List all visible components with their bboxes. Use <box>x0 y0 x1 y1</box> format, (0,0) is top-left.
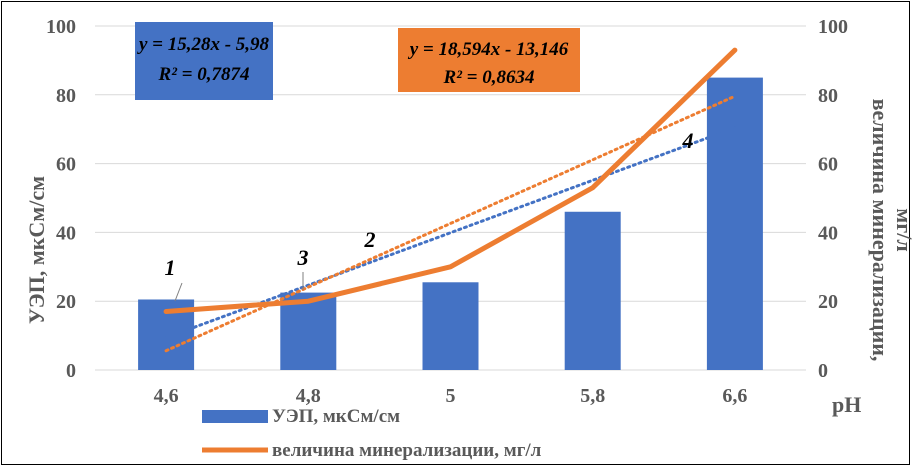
bar <box>706 77 763 370</box>
line-series-mineralization <box>163 47 738 315</box>
legend-swatch-bar <box>202 410 268 423</box>
legend-label-line: величина минерализации, мг/л <box>272 440 542 461</box>
point-label-leader <box>174 282 183 302</box>
right-axis-ticks: 0 20 40 60 80 100 <box>818 16 848 382</box>
y-tick-label-right: 100 <box>818 16 848 38</box>
left-axis-ticks: 0 20 40 60 80 100 <box>46 16 76 382</box>
x-tick-label: 4,8 <box>296 385 321 407</box>
blue-trend-r2: R² = 0,7874 <box>158 64 250 85</box>
x-tick-label: 5 <box>446 385 456 407</box>
x-tick-label: 6,6 <box>722 385 747 407</box>
bar-series-conductivity <box>138 77 763 370</box>
y-axis-title-right-line1: величина минерализации, <box>868 99 893 362</box>
point-label: 3 <box>297 245 309 270</box>
blue-equation-box <box>135 22 273 100</box>
x-axis-ticks: 4,6 4,8 5 5,8 6,6 <box>154 385 748 407</box>
x-tick-label: 5,8 <box>580 385 605 407</box>
orange-trend-equation: y = 18,594x - 13,146 <box>408 39 569 60</box>
x-tick-label: 4,6 <box>154 385 179 407</box>
y-tick-label-right: 40 <box>818 222 838 244</box>
y-tick-label-right: 60 <box>818 154 838 176</box>
y-tick-label-right: 0 <box>818 360 828 382</box>
y-tick-label-left: 80 <box>56 85 76 107</box>
point-label: 2 <box>364 227 376 252</box>
point-label: 4 <box>682 128 694 153</box>
bar <box>280 292 337 370</box>
y-tick-label-left: 40 <box>56 222 76 244</box>
y-tick-label-right: 20 <box>818 291 838 313</box>
point-label: 1 <box>165 255 176 280</box>
y-tick-label-left: 60 <box>56 154 76 176</box>
legend-label-bar: УЭП, мкСм/см <box>272 406 400 427</box>
point-labels: 1 3 2 4 <box>165 128 694 302</box>
bar <box>422 282 479 370</box>
y-tick-label-left: 20 <box>56 291 76 313</box>
y-tick-label-left: 100 <box>46 16 76 38</box>
y-axis-title-left: УЭП, мкСм/см <box>24 176 49 324</box>
y-tick-label-right: 80 <box>818 85 838 107</box>
line-path <box>163 47 738 315</box>
orange-equation-box <box>398 28 580 92</box>
orange-trend-r2: R² = 0,8634 <box>443 67 535 88</box>
blue-trend-equation: y = 15,28x - 5,98 <box>137 34 270 55</box>
x-axis-title: pH <box>832 392 861 417</box>
bar <box>564 211 621 370</box>
y-axis-title-right-line2: мг/л <box>892 208 913 251</box>
y-tick-label-left: 0 <box>66 360 76 382</box>
